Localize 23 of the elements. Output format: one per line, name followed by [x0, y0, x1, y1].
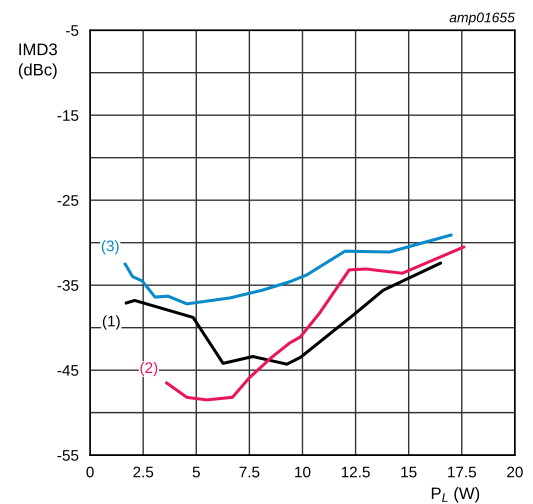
line-series [165, 245, 466, 402]
line-series [124, 234, 453, 306]
series-label: (2) [140, 362, 158, 376]
y-axis-title: IMD3 (dBc) [18, 43, 57, 79]
y-tick-label: -45 [58, 365, 78, 376]
x-axis-title: P$_{L}$ (W) [432, 486, 480, 503]
y-tick-label: -55 [58, 450, 78, 461]
y-tick-label: -25 [58, 195, 78, 206]
series-label: (1) [102, 315, 120, 330]
y-tick-label: -35 [58, 280, 78, 291]
x-tick-label: 20 [507, 466, 523, 478]
x-tick-label: 0 [86, 466, 94, 478]
x-tick-label: 2.5 [133, 466, 154, 478]
x-tick-label: 5 [192, 466, 200, 478]
x-tick-label: 17.5 [448, 466, 476, 478]
text: amp01655 [450, 12, 515, 26]
x-tick-label: 10 [295, 466, 310, 478]
series-label: (3) [102, 240, 119, 254]
x-tick-label: 7.5 [240, 466, 260, 478]
x-tick-label: 12.5 [342, 466, 370, 478]
x-tick-label: 15 [401, 466, 417, 478]
y-tick-label: -5 [66, 25, 78, 36]
y-tick-label: -15 [58, 110, 78, 121]
